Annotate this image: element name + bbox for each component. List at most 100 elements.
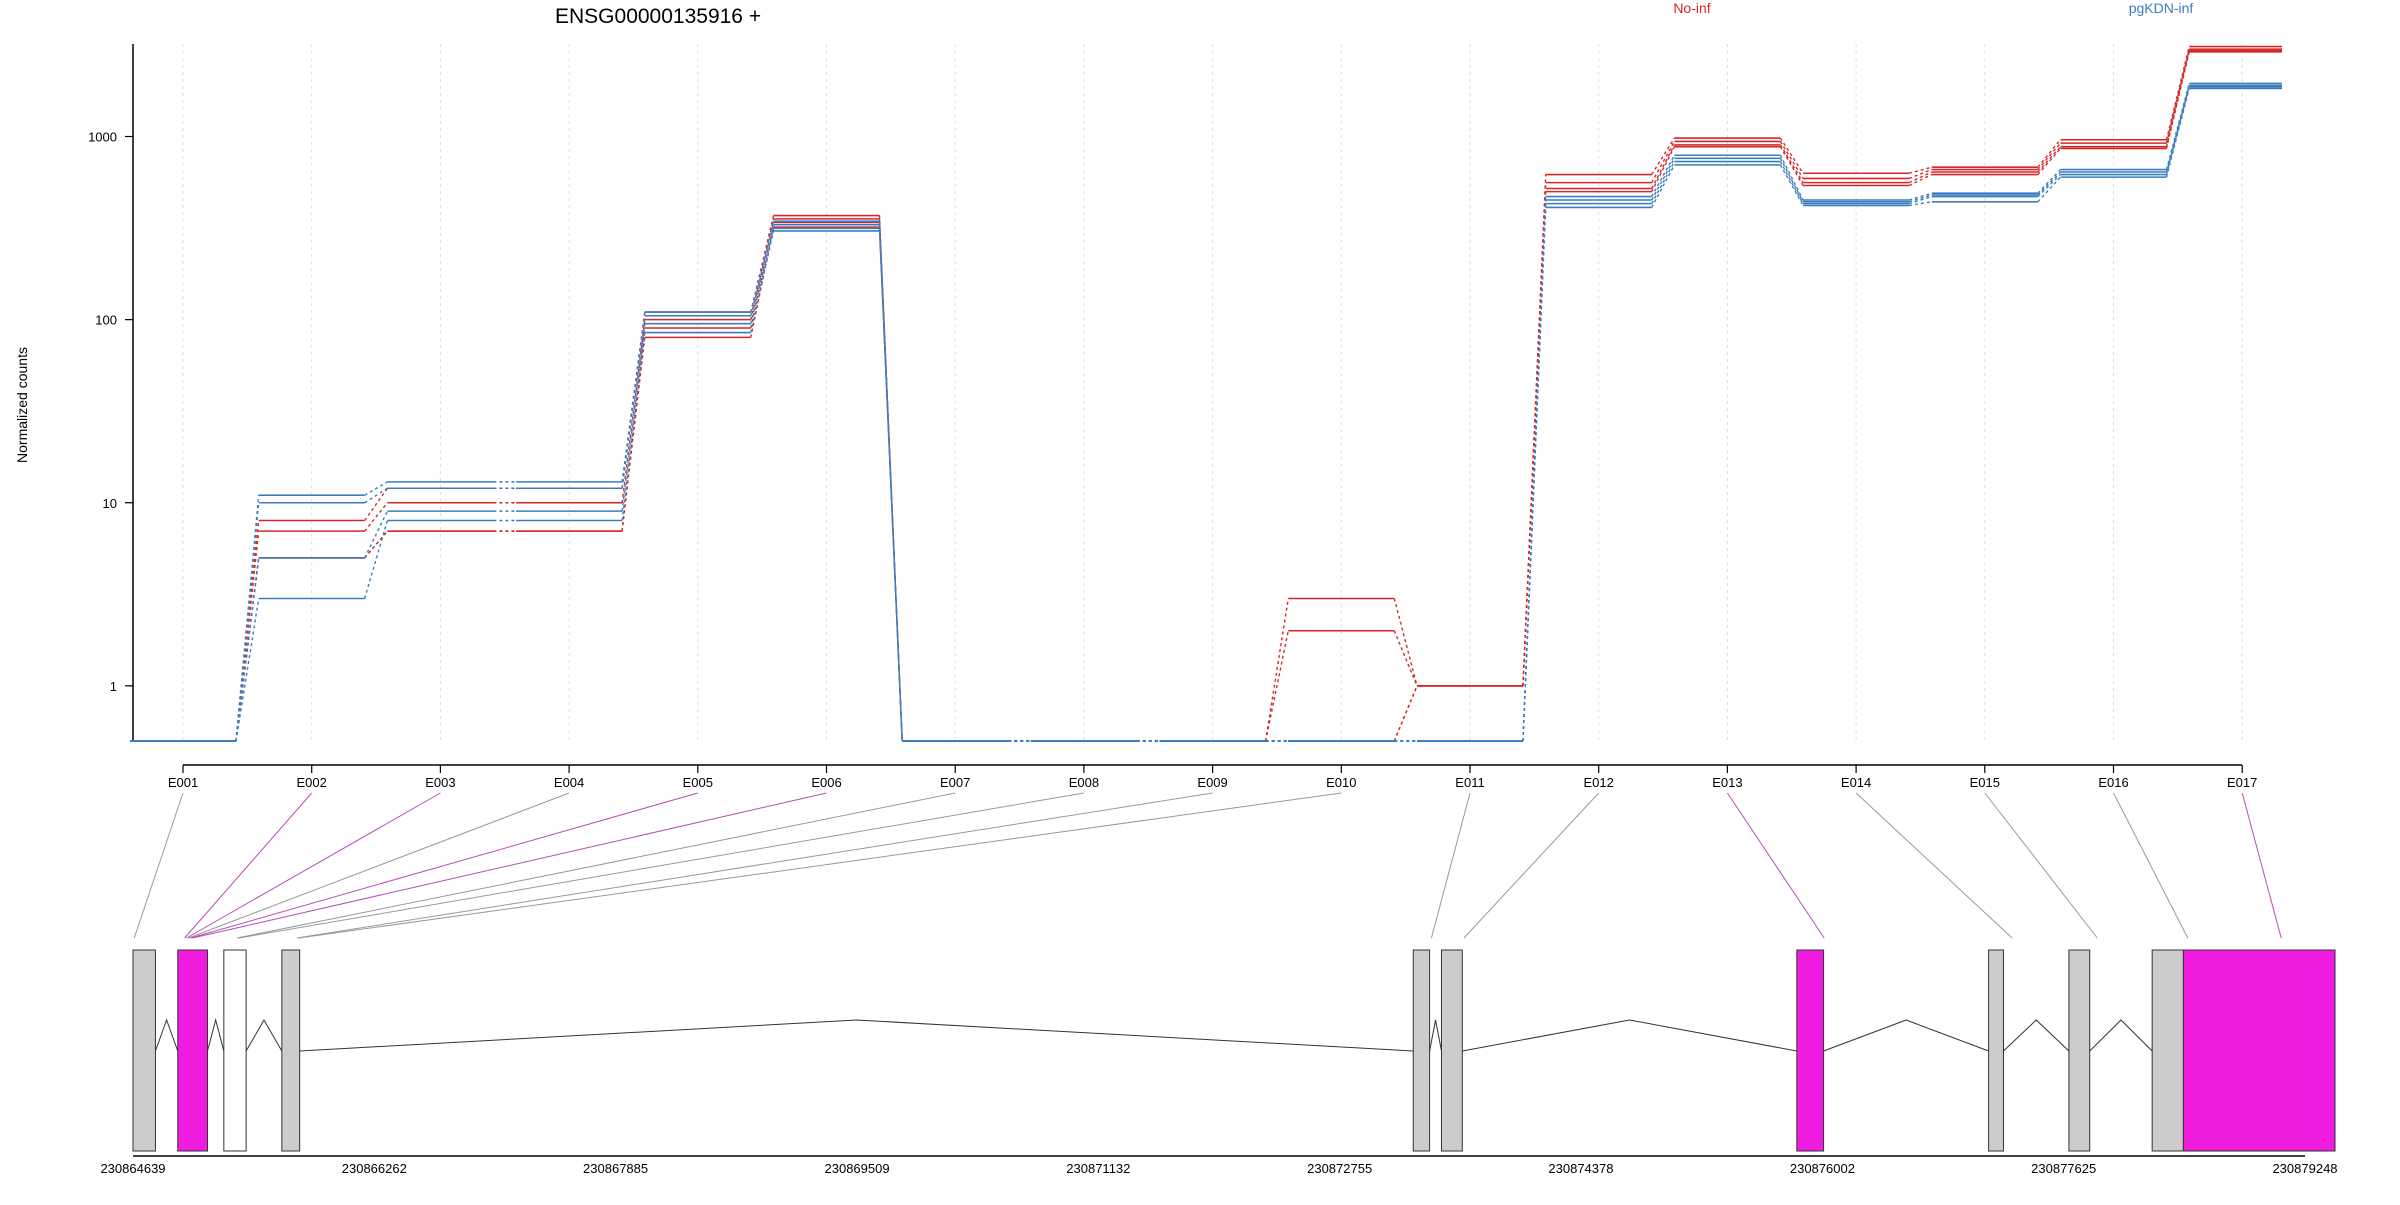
- series-pgkdn-inf-6: [130, 85, 2282, 742]
- series-no-inf-0: [130, 45, 2282, 742]
- coordinate-tick-label: 230879248: [2272, 1161, 2337, 1176]
- series-connector: [1779, 144, 1804, 183]
- x-tick-label: E007: [940, 775, 970, 790]
- link-line-e014: [1855, 792, 2013, 939]
- y-tick-label: 100: [95, 313, 117, 328]
- x-ticks: E001 E002 E003 E004 E005 E006 E007 E008 E009 E010…: [168, 765, 2257, 790]
- x-tick-label: E003: [425, 775, 455, 790]
- exon-box-e011: [1412, 949, 1431, 1152]
- exon-box-e007-e008: [223, 949, 247, 1152]
- series-no-inf-3: [130, 51, 2282, 742]
- series-connector: [621, 332, 646, 521]
- series-pgkdn-inf-4: [130, 82, 2282, 742]
- x-tick-label: E009: [1197, 775, 1227, 790]
- x-tick-label: E006: [811, 775, 841, 790]
- series-connector: [364, 487, 388, 504]
- series-connector: [750, 228, 775, 324]
- series-connector: [621, 337, 646, 532]
- series-connector: [1779, 158, 1804, 203]
- link-line-e009: [296, 792, 1213, 939]
- coordinate-tick-label: 230864639: [100, 1161, 165, 1176]
- legend-no-inf: No-inf: [1673, 0, 1710, 16]
- link-line-e013: [1726, 792, 1825, 939]
- exon-box-e017: [2182, 949, 2336, 1152]
- series-connector: [878, 230, 903, 742]
- intron-connector: [245, 1018, 283, 1052]
- series-connector: [1651, 137, 1675, 175]
- series-connector: [750, 220, 775, 313]
- coordinate-tick-label: 230874378: [1548, 1161, 1613, 1176]
- exon-box-e016: [2151, 949, 2184, 1152]
- legend-pgkdn-inf: pgKDN-inf: [2129, 0, 2194, 16]
- series-connector: [2037, 169, 2062, 194]
- series-lines: [130, 45, 2282, 742]
- series-connector: [364, 510, 389, 559]
- series-connector: [235, 531, 260, 742]
- coordinate-tick-label: 230866262: [342, 1161, 407, 1176]
- series-connector: [621, 323, 646, 512]
- series-connector: [1651, 144, 1676, 189]
- series-connector: [1908, 173, 1933, 187]
- exon-box-e014: [1988, 949, 2004, 1152]
- series-connector: [235, 598, 260, 742]
- intron-connector: [1823, 1019, 1989, 1052]
- genomic-coordinate-axis: 230864639 230866262 230867885 230869509 2308…: [100, 1155, 2338, 1176]
- link-line-e017: [2241, 792, 2282, 939]
- series-connector: [2165, 51, 2190, 149]
- link-line-e006: [192, 792, 827, 939]
- intron-connector: [2089, 1019, 2153, 1052]
- series-pgkdn-inf-5: [130, 84, 2282, 742]
- link-line-e005: [190, 792, 698, 939]
- exon-gridlines: [182, 44, 2243, 741]
- series-connector: [1651, 161, 1676, 204]
- intron-connector: [1429, 1019, 1442, 1052]
- series-connector: [1522, 191, 1547, 686]
- series-connector: [1393, 598, 1418, 687]
- x-tick-label: E017: [2227, 775, 2257, 790]
- link-line-e016: [2113, 792, 2189, 939]
- exon-box-e013: [1796, 949, 1825, 1152]
- link-line-e015: [1984, 792, 2098, 939]
- intron-connector: [1462, 1019, 1797, 1052]
- series-connector: [1908, 166, 1932, 174]
- series-connector: [750, 226, 775, 338]
- series-connector: [2037, 176, 2062, 203]
- series-connector: [1908, 195, 1933, 205]
- link-line-e010: [298, 792, 1342, 939]
- series-connector: [2165, 50, 2190, 147]
- series-connector: [2165, 85, 2190, 173]
- series-connector: [1908, 201, 1932, 207]
- series-connector: [2037, 142, 2062, 171]
- series-connector: [1651, 141, 1676, 183]
- series-connector: [1522, 207, 1547, 742]
- series-connector: [2165, 46, 2190, 140]
- series-connector: [1264, 598, 1289, 742]
- chart-title: ENSG00000135916 +: [555, 5, 761, 28]
- series-connector: [1908, 171, 1933, 184]
- series-connector: [878, 228, 903, 742]
- x-tick-label: E013: [1712, 775, 1742, 790]
- exon-box-e009-e010: [281, 949, 301, 1152]
- series-connector: [364, 502, 388, 532]
- series-connector: [750, 230, 775, 333]
- series-connector: [235, 557, 260, 742]
- series-connector: [1779, 141, 1804, 179]
- series-connector: [1393, 685, 1418, 742]
- x-tick-label: E012: [1584, 775, 1614, 790]
- exon-box-e012: [1440, 949, 1463, 1152]
- exon-box-e002-e006: [177, 949, 208, 1152]
- intron-connector: [207, 1018, 225, 1052]
- x-tick-label: E016: [2098, 775, 2128, 790]
- series-connector: [1522, 174, 1547, 686]
- x-tick-label: E014: [1841, 775, 1871, 790]
- series-connector: [1651, 146, 1676, 192]
- y-ticks: 1 10 100 1000: [88, 130, 133, 694]
- series-connector: [1908, 194, 1933, 203]
- coordinate-tick-label: 230877625: [2031, 1161, 2096, 1176]
- coordinate-tick-label: 230872755: [1307, 1161, 1372, 1176]
- intron-connector: [2003, 1019, 2070, 1052]
- x-tick-label: E011: [1455, 775, 1484, 790]
- x-tick-label: E001: [168, 775, 198, 790]
